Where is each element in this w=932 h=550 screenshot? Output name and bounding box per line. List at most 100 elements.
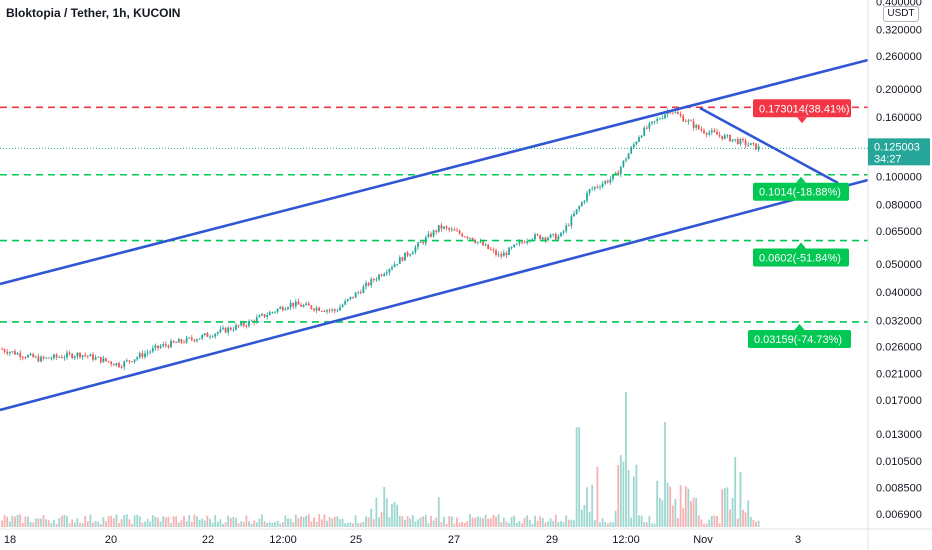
volume-bar [29, 521, 32, 527]
candle [53, 353, 55, 360]
candle [276, 308, 279, 314]
candle [755, 143, 757, 151]
channel-upper[interactable] [0, 58, 869, 286]
volume-bar [557, 522, 560, 527]
channel-lower[interactable] [0, 178, 869, 412]
candle [406, 250, 409, 258]
x-tick-label: 12:00 [612, 534, 640, 546]
volume-bar [531, 523, 534, 527]
volume-bar [596, 466, 599, 527]
candle [583, 199, 586, 205]
candle [271, 311, 274, 314]
last-price-countdown: 34:27 [874, 153, 902, 165]
candle [323, 309, 326, 312]
volume-bar [367, 517, 370, 527]
volume-bar [292, 521, 295, 527]
volume-bar [105, 521, 107, 527]
candle [601, 181, 604, 189]
volume-bar [123, 515, 126, 527]
candle [593, 186, 596, 192]
volume-bar [703, 523, 705, 527]
candle [437, 225, 440, 233]
candle [344, 298, 347, 306]
volume-bar [573, 520, 575, 527]
candle [417, 241, 419, 250]
chart-title: Bloktopia / Tether, 1h, KUCOIN [6, 6, 181, 20]
volume-bar [34, 518, 37, 527]
candle [258, 314, 261, 318]
volume-bar [487, 518, 490, 527]
candle [679, 111, 682, 118]
volume-bar [375, 497, 378, 527]
volume-bar [193, 514, 196, 527]
candle [120, 364, 123, 369]
candle [401, 256, 404, 262]
price-axis[interactable]: 0.400000 0.320000 0.260000 0.200000 0.160000… [876, 0, 922, 521]
volume-bar [479, 517, 482, 527]
volume-bar [497, 514, 500, 527]
volume-bar [406, 516, 409, 527]
candle [185, 335, 188, 344]
candle [149, 349, 152, 355]
candle [440, 222, 443, 232]
candle [526, 238, 529, 246]
volume-bar [713, 515, 716, 527]
candle [612, 174, 614, 182]
candle [458, 229, 461, 235]
volume-bar [515, 522, 518, 527]
volume-bar [115, 514, 118, 527]
volume-bar [333, 517, 336, 527]
candle [349, 296, 352, 301]
descending-trendline[interactable] [699, 106, 839, 185]
volume-bar [320, 519, 323, 527]
volume-bar [89, 514, 92, 527]
candle [305, 301, 308, 306]
candle [55, 353, 58, 360]
volume-bar [305, 515, 308, 527]
volume-bar [131, 523, 133, 527]
candle [718, 131, 721, 138]
currency-badge[interactable]: USDT [883, 6, 919, 22]
volume-bar [656, 480, 659, 527]
volume-bar [94, 521, 97, 527]
candle [352, 296, 354, 300]
time-axis[interactable]: 18 20 22 12:00 25 27 29 12:00 Nov 3 [4, 534, 801, 546]
volume-bar [24, 516, 27, 527]
level-label[interactable]: 0.173014(38.41%) [753, 99, 851, 124]
candle [6, 349, 9, 356]
volume-bar [146, 518, 149, 527]
y-tick-label: 0.013000 [876, 429, 922, 441]
volume-bar [224, 522, 227, 527]
level-label[interactable]: 0.03159(-74.73%) [748, 323, 851, 348]
volume-bar [336, 516, 339, 527]
candle [250, 319, 253, 322]
candle [112, 363, 115, 366]
candle [102, 355, 105, 363]
volume-bar [697, 515, 700, 527]
volume-bar [424, 514, 427, 527]
candle [266, 312, 269, 320]
volume-bar [318, 514, 321, 527]
candle [495, 248, 497, 257]
candle [125, 358, 128, 363]
candle [188, 337, 191, 339]
candle [60, 354, 63, 359]
volume-bar [437, 497, 440, 527]
volume-bar [562, 522, 565, 527]
y-tick-label: 0.006900 [876, 509, 922, 521]
volume-bar [253, 520, 256, 527]
volume-bar [536, 520, 539, 527]
level-label[interactable]: 0.1014(-18.88%) [753, 176, 849, 201]
y-tick-label: 0.320000 [876, 25, 922, 37]
volume-bar [203, 520, 206, 527]
volume-bar [222, 523, 224, 527]
candle [73, 355, 76, 361]
candle [500, 251, 503, 259]
candle [539, 234, 542, 240]
candle [159, 343, 162, 350]
volume-bar [76, 518, 79, 527]
volume-bar [552, 520, 555, 527]
level-label[interactable]: 0.0602(-51.84%) [753, 242, 849, 267]
volume-bar [73, 522, 76, 527]
